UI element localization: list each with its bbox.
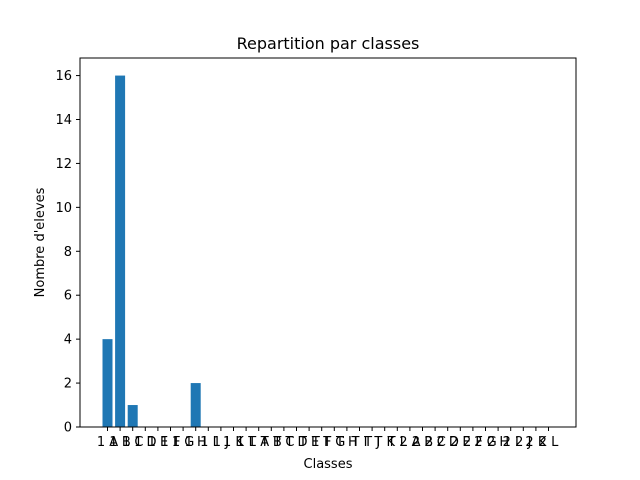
y-tick-label: 2: [64, 377, 72, 392]
x-tick-label: 2 C: [424, 435, 445, 450]
x-tick-label: 2 J: [515, 435, 531, 450]
x-tick-label: 2 G: [474, 435, 496, 450]
x-ticks: 1 A1 B1 C1 D1 E1 F1 G1 H1 I1 J1 K1 LT AT…: [97, 427, 559, 450]
x-tick-label: T K: [373, 435, 395, 450]
x-tick-label: T C: [272, 435, 294, 450]
axes-frame: [79, 57, 577, 428]
x-tick-label: 1 D: [134, 435, 156, 450]
x-tick-label: 1 J: [213, 435, 229, 450]
y-tick-label: 6: [64, 289, 72, 304]
y-tick-label: 10: [55, 201, 72, 216]
x-tick-label: 1 I: [200, 435, 216, 450]
bar-1-h: [190, 383, 201, 427]
y-tick-label: 16: [55, 69, 72, 84]
y-tick-label: 8: [64, 245, 72, 260]
x-tick-label: 1 H: [185, 435, 207, 450]
x-axis-label: Classes: [304, 457, 353, 472]
x-tick-label: 2 D: [436, 435, 458, 450]
x-tick-label: 1 F: [161, 435, 181, 450]
x-tick-label: 1 C: [122, 435, 143, 450]
x-tick-label: T G: [322, 435, 345, 450]
x-tick-label: 2 F: [463, 435, 483, 450]
x-tick-label: T D: [284, 435, 307, 450]
x-tick-label: 1 K: [223, 435, 244, 450]
x-tick-label: 1 E: [148, 435, 169, 450]
x-tick-label: 1 L: [236, 435, 256, 450]
x-tick-label: T I: [351, 435, 368, 450]
x-tick-label: T B: [260, 435, 282, 450]
bar-1-a: [102, 339, 113, 427]
x-tick-label: T F: [311, 435, 332, 450]
x-tick-label: 2 A: [399, 435, 420, 450]
x-tick-label: 1 G: [172, 435, 194, 450]
x-tick-label: 1 A: [97, 435, 118, 450]
bar-1-c: [127, 405, 138, 427]
x-tick-label: 2 K: [525, 435, 546, 450]
x-tick-label: 2 I: [503, 435, 519, 450]
chart-title: Repartition par classes: [237, 34, 420, 53]
x-tick-label: 2 L: [539, 435, 559, 450]
y-tick-label: 4: [64, 333, 72, 348]
y-tick-label: 12: [55, 157, 72, 172]
x-tick-label: T L: [387, 435, 408, 450]
x-tick-label: 2 B: [412, 435, 433, 450]
x-tick-label: 2 H: [487, 435, 509, 450]
x-tick-label: T J: [363, 435, 380, 450]
x-tick-label: 1 B: [109, 435, 130, 450]
y-tick-label: 0: [64, 421, 72, 436]
x-tick-label: T A: [247, 435, 269, 450]
bars-group: [102, 75, 201, 428]
x-tick-label: 2 E: [450, 435, 471, 450]
y-ticks: 0 2 4 6 8 10 12 14 16: [55, 69, 80, 436]
y-axis-label: Nombre d'eleves: [33, 187, 48, 297]
bar-1-b: [115, 75, 126, 428]
x-tick-label: T E: [298, 435, 319, 450]
y-tick-label: 14: [55, 113, 72, 128]
x-tick-label: T H: [335, 435, 358, 450]
